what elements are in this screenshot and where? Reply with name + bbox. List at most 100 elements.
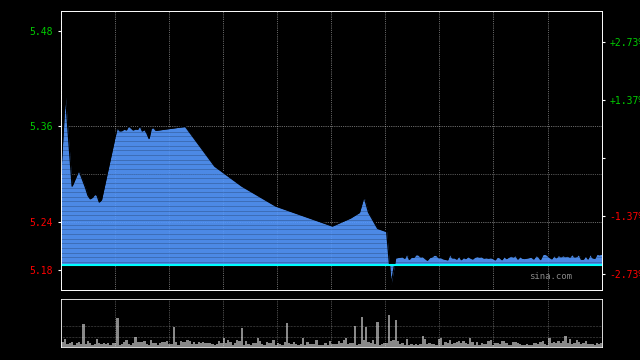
Bar xyxy=(367,342,370,347)
Bar xyxy=(198,342,200,347)
Bar xyxy=(483,344,485,347)
Bar xyxy=(80,344,83,347)
Bar xyxy=(300,344,302,347)
Bar xyxy=(259,341,261,347)
Bar xyxy=(526,345,528,347)
Bar xyxy=(379,345,381,347)
Bar xyxy=(291,344,292,347)
Bar xyxy=(453,343,456,347)
Bar xyxy=(451,345,453,347)
Bar xyxy=(365,327,367,347)
Bar xyxy=(515,342,516,347)
Bar xyxy=(277,343,279,347)
Bar xyxy=(332,344,333,347)
Bar xyxy=(370,343,372,347)
Bar xyxy=(503,341,506,347)
Bar xyxy=(84,344,87,347)
Bar xyxy=(580,344,582,347)
Bar xyxy=(257,338,259,347)
Bar xyxy=(107,343,109,347)
Bar xyxy=(78,342,80,347)
Bar xyxy=(123,342,125,347)
Bar xyxy=(385,343,388,347)
Bar xyxy=(282,345,284,347)
Bar xyxy=(508,345,510,347)
Bar xyxy=(485,344,487,347)
Bar xyxy=(492,345,494,347)
Bar xyxy=(562,341,564,347)
Bar xyxy=(363,340,365,347)
Bar xyxy=(121,344,123,347)
Bar xyxy=(239,341,241,347)
Bar xyxy=(150,339,152,347)
Bar xyxy=(469,338,472,347)
Bar xyxy=(333,343,336,347)
Bar xyxy=(553,342,556,347)
Bar xyxy=(345,338,347,347)
Bar xyxy=(125,340,127,347)
Bar xyxy=(587,344,589,347)
Bar xyxy=(399,344,401,347)
Bar xyxy=(93,344,96,347)
Bar xyxy=(207,343,209,347)
Bar xyxy=(544,344,546,347)
Bar xyxy=(419,344,422,347)
Bar xyxy=(164,342,166,347)
Bar xyxy=(248,343,250,347)
Bar xyxy=(329,341,332,347)
Bar xyxy=(374,343,376,347)
Bar xyxy=(64,339,67,347)
Bar xyxy=(438,338,440,347)
Bar xyxy=(351,343,354,347)
Bar xyxy=(218,341,220,347)
Bar xyxy=(506,343,508,347)
Bar xyxy=(288,343,291,347)
Bar xyxy=(591,344,594,347)
Bar xyxy=(245,341,248,347)
Bar xyxy=(440,338,442,347)
Bar xyxy=(340,343,342,347)
Bar xyxy=(60,342,62,347)
Bar xyxy=(284,342,286,347)
Bar xyxy=(541,341,544,347)
Bar xyxy=(596,343,598,347)
Bar xyxy=(62,342,64,347)
Bar xyxy=(449,340,451,347)
Bar xyxy=(560,343,562,347)
Bar xyxy=(254,343,257,347)
Bar xyxy=(89,343,92,347)
Bar xyxy=(307,342,308,347)
Bar xyxy=(431,344,433,347)
Bar xyxy=(571,344,573,347)
Bar xyxy=(114,343,116,347)
Bar xyxy=(458,341,460,347)
Bar xyxy=(205,343,207,347)
Bar xyxy=(546,345,548,347)
Bar xyxy=(510,345,512,347)
Bar xyxy=(96,339,98,347)
Bar xyxy=(83,324,84,347)
Bar xyxy=(232,345,234,347)
Bar xyxy=(166,342,168,347)
Bar xyxy=(537,345,540,347)
Bar xyxy=(404,345,406,347)
Bar xyxy=(100,344,102,347)
Bar xyxy=(302,338,304,347)
Bar xyxy=(270,343,273,347)
Bar xyxy=(358,344,360,347)
Bar xyxy=(415,344,417,347)
Bar xyxy=(408,345,410,347)
Bar xyxy=(499,344,501,347)
Bar xyxy=(292,342,295,347)
Bar xyxy=(98,343,100,347)
Bar xyxy=(501,341,503,347)
Bar xyxy=(383,343,385,347)
Bar xyxy=(582,343,584,347)
Bar xyxy=(317,345,320,347)
Bar xyxy=(297,345,300,347)
Bar xyxy=(556,343,557,347)
Bar xyxy=(286,323,288,347)
Bar xyxy=(209,343,211,347)
Bar xyxy=(71,342,73,347)
Bar xyxy=(584,341,587,347)
